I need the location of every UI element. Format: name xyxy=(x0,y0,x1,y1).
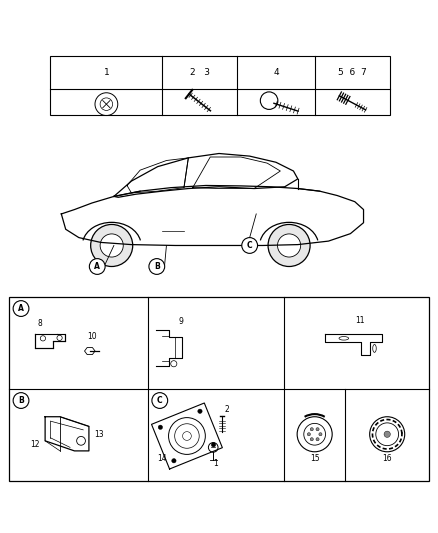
Text: 12: 12 xyxy=(30,440,39,449)
Circle shape xyxy=(158,425,162,430)
Text: 2   3: 2 3 xyxy=(190,68,210,77)
Text: 10: 10 xyxy=(87,332,96,341)
Circle shape xyxy=(384,431,390,438)
Circle shape xyxy=(13,393,29,408)
Text: 15: 15 xyxy=(310,454,319,463)
Circle shape xyxy=(316,427,319,431)
Text: 16: 16 xyxy=(382,454,392,463)
Circle shape xyxy=(91,224,133,266)
Circle shape xyxy=(211,442,215,447)
Circle shape xyxy=(172,458,176,463)
Text: 11: 11 xyxy=(355,316,364,325)
Circle shape xyxy=(319,433,322,436)
Circle shape xyxy=(268,224,310,266)
Text: 13: 13 xyxy=(94,430,104,439)
Text: B: B xyxy=(18,396,24,405)
Bar xyxy=(50,56,390,115)
Circle shape xyxy=(13,301,29,317)
Text: A: A xyxy=(94,262,100,271)
Text: 9: 9 xyxy=(178,317,183,326)
Text: 5  6  7: 5 6 7 xyxy=(338,68,367,77)
Circle shape xyxy=(307,433,311,436)
Text: A: A xyxy=(18,304,24,313)
Text: C: C xyxy=(157,396,162,405)
Circle shape xyxy=(89,259,105,274)
Text: 4: 4 xyxy=(273,68,279,77)
Circle shape xyxy=(149,259,165,274)
Circle shape xyxy=(242,238,258,253)
Text: 14: 14 xyxy=(157,455,167,463)
Text: 8: 8 xyxy=(37,319,42,328)
Circle shape xyxy=(278,234,300,257)
Circle shape xyxy=(152,393,168,408)
Circle shape xyxy=(316,438,319,441)
Text: 1: 1 xyxy=(103,68,109,77)
Bar xyxy=(9,297,429,481)
Text: 2: 2 xyxy=(224,406,229,414)
Circle shape xyxy=(310,427,313,431)
Text: 1: 1 xyxy=(213,459,218,468)
Circle shape xyxy=(100,234,123,257)
Circle shape xyxy=(310,438,313,441)
Circle shape xyxy=(198,409,202,414)
Text: B: B xyxy=(154,262,160,271)
Text: C: C xyxy=(247,241,252,250)
